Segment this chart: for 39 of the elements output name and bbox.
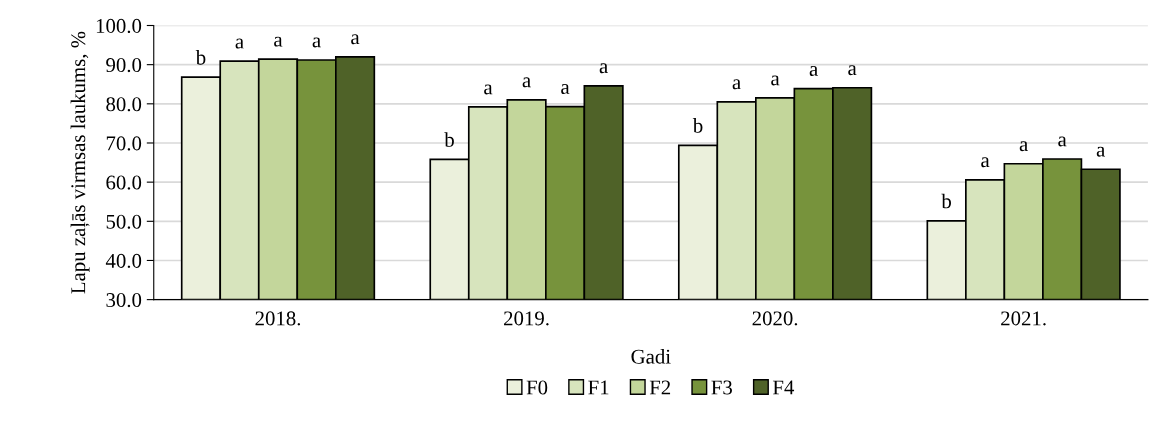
data-label: a <box>599 63 608 74</box>
data-label: a <box>484 84 493 95</box>
data-label: a <box>1058 136 1067 147</box>
y-tick-label: 80.0 <box>106 97 142 112</box>
data-label: a <box>1096 146 1106 157</box>
y-tick-label: 50.0 <box>106 214 142 229</box>
legend-label: F3 <box>711 380 732 395</box>
data-label: b <box>692 118 703 133</box>
data-label: a <box>235 38 244 49</box>
x-axis-title: Gadi <box>631 349 671 364</box>
legend-label: F1 <box>588 380 609 395</box>
x-tick-label: 2019. <box>504 311 549 326</box>
data-label: b <box>444 132 454 147</box>
y-tick-label: 30.0 <box>106 293 142 308</box>
y-tick-label: 60.0 <box>106 175 142 190</box>
data-label: a <box>848 65 857 76</box>
x-tick-label: 2020. <box>752 311 798 326</box>
data-label: a <box>771 75 780 86</box>
data-label: a <box>809 66 818 76</box>
y-axis-title: Lapu zaļās virmsas laukums, % <box>70 31 90 294</box>
data-label: a <box>351 34 360 45</box>
data-label: a <box>312 37 321 48</box>
data-label: a <box>561 84 570 94</box>
data-label: b <box>195 49 206 65</box>
x-tick-label: 2018. <box>255 311 301 326</box>
data-label: b <box>941 193 951 209</box>
data-label: a <box>981 157 990 168</box>
data-label: a <box>274 36 283 47</box>
legend-label: F4 <box>772 380 795 395</box>
y-tick-label: 40.0 <box>105 253 142 268</box>
data-label: a <box>732 79 741 90</box>
legend-label: F2 <box>649 380 671 395</box>
legend-label: F0 <box>526 380 548 395</box>
x-tick-label: 2021. <box>1001 311 1046 326</box>
data-label: a <box>522 77 531 88</box>
y-tick-label: 100.0 <box>96 18 142 34</box>
y-tick-label: 70.0 <box>106 136 142 151</box>
y-tick-label: 90.0 <box>106 58 142 73</box>
data-label: a <box>1019 141 1028 152</box>
